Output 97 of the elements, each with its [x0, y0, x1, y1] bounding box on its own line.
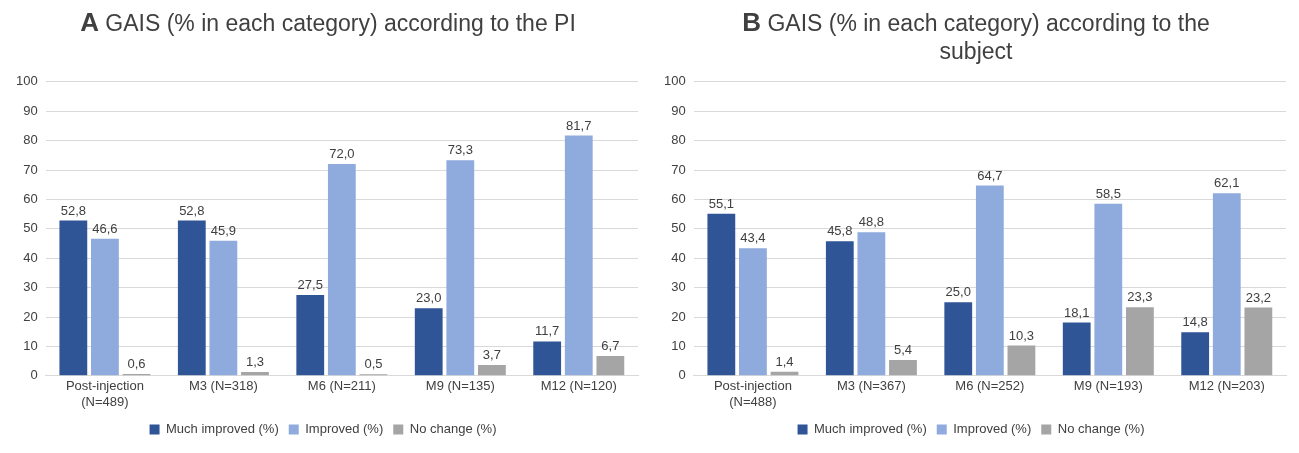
data-label: 10,3: [1008, 327, 1035, 343]
bar: [944, 302, 973, 376]
bar: [91, 238, 119, 376]
legend-label: No change (%): [409, 421, 497, 437]
data-label: 23,0: [416, 290, 442, 306]
x-tick-label: M9 (N=193): [1073, 378, 1143, 394]
bar: [975, 185, 1004, 376]
y-tick-label: 60: [671, 190, 686, 206]
data-label: 3,7: [482, 347, 501, 362]
y-tick-label: 80: [671, 132, 686, 148]
data-label: 11,7: [535, 323, 560, 339]
x-tick-label: M3 (N=367): [836, 378, 906, 394]
chart-title: B GAIS (% in each category) according to the subject: [741, 7, 1211, 66]
data-label: 43,4: [740, 230, 766, 246]
bar: [1181, 332, 1210, 376]
bar: [1212, 193, 1241, 376]
legend-label: Improved (%): [953, 421, 1032, 437]
bar: [1062, 322, 1091, 376]
bar: [707, 213, 736, 376]
data-label: 48,8: [858, 214, 885, 230]
data-label: 46,6: [92, 220, 118, 236]
y-tick-label: 40: [23, 249, 38, 265]
bar: [596, 356, 625, 376]
bar: [857, 232, 886, 376]
y-tick-label: 10: [23, 337, 38, 353]
data-label: 81,7: [566, 117, 592, 133]
y-tick-label: 0: [30, 367, 38, 383]
y-tick-label: 80: [23, 132, 38, 148]
y-tick-label: 40: [671, 249, 686, 265]
y-tick-label: 90: [671, 102, 686, 118]
data-label: 45,8: [827, 223, 853, 239]
data-label: 52,8: [60, 202, 86, 218]
y-tick-label: 10: [671, 337, 686, 353]
y-tick-label: 50: [671, 220, 686, 236]
data-label: 23,3: [1127, 289, 1153, 305]
y-tick-label: 100: [15, 73, 38, 89]
bar: [446, 160, 475, 376]
y-tick-label: 30: [671, 279, 686, 295]
bar: [296, 294, 325, 376]
data-label: 55,1: [708, 195, 734, 211]
y-tick-label: 70: [23, 161, 38, 177]
data-label: 62,1: [1214, 175, 1240, 191]
data-label: 5,4: [893, 342, 913, 357]
bar: [414, 308, 443, 376]
data-label: 72,0: [329, 146, 355, 162]
bar: [478, 364, 506, 376]
y-tick-label: 90: [23, 102, 38, 118]
x-tick-label: M9 (N=135): [425, 378, 495, 394]
data-label: 23,2: [1245, 289, 1272, 305]
x-tick-label: Post-injection (N=489): [65, 378, 144, 409]
data-label: 1,3: [245, 354, 265, 370]
bar: [1094, 203, 1123, 376]
bar: [1007, 345, 1036, 376]
bar: [739, 248, 767, 376]
data-label: 18,1: [1064, 304, 1090, 320]
data-label: 64,7: [977, 167, 1003, 183]
chart-title: A GAIS (% in each category) according to the PI: [79, 7, 577, 39]
data-label: 1,4: [775, 353, 794, 369]
data-label: 25,0: [945, 284, 971, 300]
y-tick-label: 30: [23, 279, 38, 295]
bar: [825, 241, 854, 376]
data-label: 52,8: [179, 202, 205, 218]
bar: [889, 359, 917, 376]
bar: [59, 220, 88, 376]
data-label: 58,5: [1095, 185, 1121, 201]
legend-label: Improved (%): [305, 421, 384, 437]
bar: [327, 164, 356, 376]
legend-label: Much improved (%): [166, 421, 279, 437]
data-label: 73,3: [447, 142, 473, 158]
data-label: 6,7: [601, 338, 620, 354]
data-label: 27,5: [297, 277, 323, 293]
x-tick-label: M6 (N=252): [955, 378, 1025, 394]
x-tick-label: M12 (N=203): [1188, 378, 1265, 394]
x-tick-label: Post-injection (N=488): [713, 378, 792, 409]
y-tick-label: 70: [671, 161, 686, 177]
data-label: 0,5: [364, 356, 383, 372]
y-tick-label: 0: [678, 367, 686, 383]
data-label: 45,9: [210, 222, 237, 238]
data-label: 0,6: [127, 356, 146, 372]
y-tick-label: 50: [23, 220, 38, 236]
bar: [533, 341, 562, 376]
x-tick-label: M12 (N=120): [540, 378, 617, 394]
bar: [1244, 307, 1273, 376]
bar: [241, 371, 269, 376]
data-label: 14,8: [1182, 314, 1208, 330]
bar: [1126, 307, 1154, 376]
y-tick-label: 60: [23, 190, 38, 206]
y-tick-label: 20: [671, 308, 686, 324]
legend-label: Much improved (%): [814, 421, 927, 437]
bar: [564, 135, 593, 376]
x-tick-label: M3 (N=318): [188, 378, 258, 394]
y-tick-label: 20: [23, 308, 38, 324]
bar: [209, 240, 238, 376]
x-tick-label: M6 (N=211): [307, 378, 376, 394]
y-tick-label: 100: [663, 73, 686, 89]
bar: [177, 220, 206, 376]
legend-label: No change (%): [1057, 421, 1145, 437]
